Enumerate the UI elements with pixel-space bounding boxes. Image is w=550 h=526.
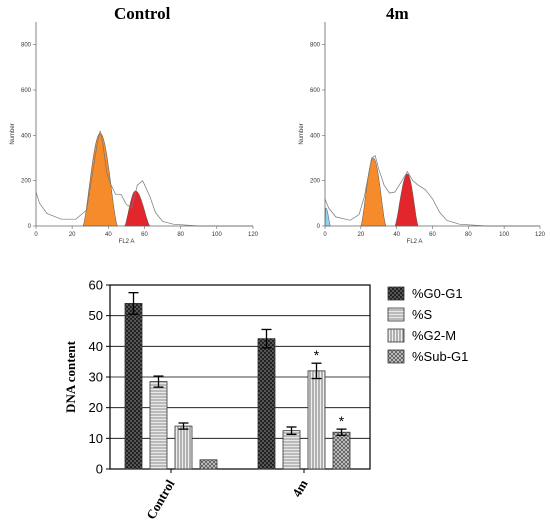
legend-label: %G0-G1 — [412, 286, 463, 301]
legend-swatch — [387, 349, 405, 364]
x-tick-label: 100 — [212, 232, 223, 238]
significance-star: * — [314, 347, 320, 363]
y-tick-label: 400 — [310, 133, 321, 139]
x-tick-label: 120 — [248, 232, 259, 238]
y-tick-label: 0 — [317, 224, 321, 230]
x-tick-label: 40 — [393, 232, 400, 238]
4m-panel-title: 4m — [386, 4, 409, 23]
bar-s — [149, 381, 168, 470]
x-axis-label: FL2 A — [119, 239, 135, 245]
y-tick-label: 800 — [310, 43, 321, 49]
x-tick-label: 60 — [141, 232, 148, 238]
significance-star: * — [339, 413, 345, 429]
dna-content-bar-chart: 0 10 20 30 40 50 60 DNA content Control * * 4m %G0-G… — [63, 278, 468, 522]
y-tick-label: 30 — [89, 370, 103, 385]
y-tick-label: 400 — [21, 133, 32, 139]
x-tick-label: 4m — [289, 477, 311, 500]
bar-sub-g1 — [332, 431, 351, 470]
control-histogram: 0 20 40 60 80 100 120 0 200 400 600 800 FL2 A Number — [10, 22, 259, 245]
x-tick-label: 60 — [429, 232, 436, 238]
histogram-outline — [35, 130, 253, 227]
bar-g0-g1 — [257, 338, 276, 470]
y-tick-label: 200 — [310, 179, 321, 185]
x-tick-label: 20 — [69, 232, 76, 238]
bar-sub-g1 — [199, 459, 218, 470]
peak-g0-g1 — [82, 132, 118, 227]
x-tick-label: 80 — [177, 232, 184, 238]
bar-g0-g1 — [124, 302, 143, 470]
y-tick-label: 200 — [21, 179, 32, 185]
4m-histogram: 0 20 40 60 80 100 120 0 200 400 600 800 FL2 A Number — [299, 22, 546, 245]
x-tick-label: 100 — [499, 232, 510, 238]
y-tick-label: 800 — [21, 43, 32, 49]
control-panel-title: Control — [114, 4, 171, 23]
y-axis-label: DNA content — [63, 340, 78, 413]
x-tick-label: 40 — [105, 232, 112, 238]
bar-g2-m — [174, 425, 193, 470]
x-tick-label: 80 — [465, 232, 472, 238]
legend-swatch — [387, 307, 405, 322]
peak-g0-g1 — [360, 157, 387, 227]
y-tick-label: 600 — [21, 88, 32, 94]
peak-sub-g1 — [324, 207, 331, 227]
y-tick-label: 0 — [96, 462, 103, 477]
x-tick-label: 0 — [323, 232, 327, 238]
y-tick-label: 10 — [89, 431, 103, 446]
y-tick-label: 40 — [89, 339, 103, 354]
y-tick-label: 50 — [89, 308, 103, 323]
y-tick-label: 20 — [89, 400, 103, 415]
bar-g2-m — [307, 370, 326, 470]
y-tick-label: 600 — [310, 88, 321, 94]
legend-swatch — [387, 328, 405, 343]
y-tick-label: 60 — [89, 278, 103, 293]
peak-g2-m — [124, 190, 151, 227]
legend-label: %S — [412, 307, 433, 322]
y-tick-label: 0 — [28, 224, 32, 230]
legend-label: %Sub-G1 — [412, 349, 468, 364]
x-tick-label: 20 — [357, 232, 364, 238]
legend-swatch — [387, 286, 405, 301]
bar-s — [282, 430, 301, 470]
histogram-outline — [324, 155, 540, 227]
y-axis-label: Number — [299, 123, 305, 144]
peak-g2-m — [394, 173, 419, 227]
x-tick-label: Control — [143, 477, 178, 522]
x-axis-label: FL2 A — [407, 239, 423, 245]
x-tick-label: 0 — [34, 232, 38, 238]
x-tick-label: 120 — [535, 232, 546, 238]
y-axis-label: Number — [10, 123, 16, 144]
legend-label: %G2-M — [412, 328, 456, 343]
